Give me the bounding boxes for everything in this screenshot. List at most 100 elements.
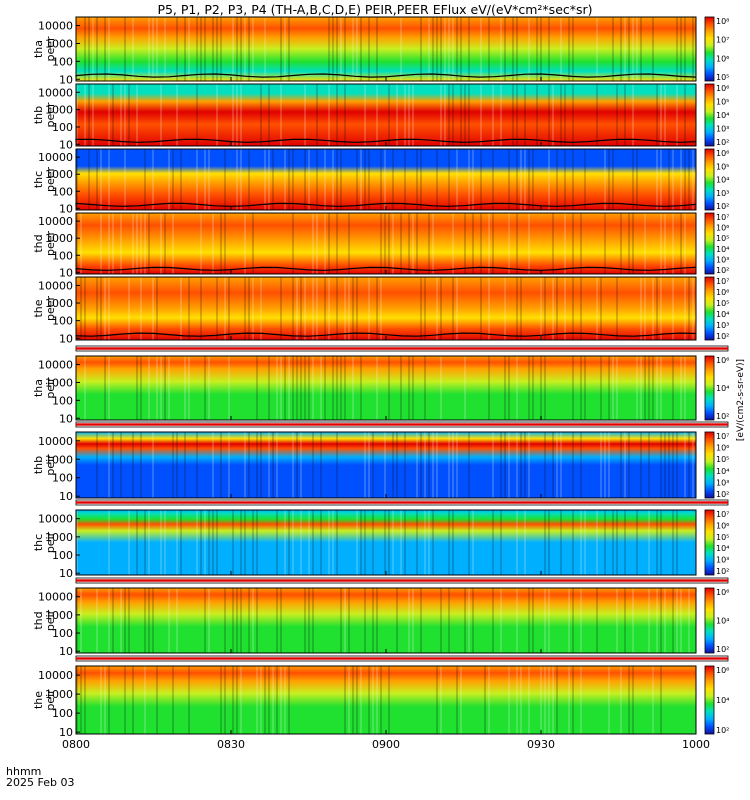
colorbar-tick-label: 10⁶	[716, 444, 729, 453]
colorbar-tick-label: 10²	[716, 726, 729, 735]
y-tick-label: 1000	[45, 297, 73, 310]
colorbar-thc-peir	[704, 509, 715, 576]
x-tick-label: 0930	[527, 738, 555, 751]
panel-thc-peir: 10 100 1000 10000 thc peir 10² 10³ 10⁴ 10⁵ 10⁶ 10⁷	[32, 509, 729, 580]
colorbar-tick-label: 10²	[716, 202, 729, 211]
panel-probe-label: the	[32, 691, 45, 709]
panel-probe-label: the	[32, 299, 45, 317]
spectrogram-tha-peer	[76, 17, 696, 81]
x-tick-label: 0900	[372, 738, 400, 751]
colorbar-tick-label: 10⁵	[716, 234, 729, 243]
y-tick-label: 10000	[38, 513, 73, 526]
x-tick-label: 0800	[62, 738, 90, 751]
colorbar-tick-label: 10⁶	[716, 356, 729, 365]
colorbar-tick-label: 10⁸	[716, 17, 729, 26]
y-tick-label: 10	[59, 567, 73, 580]
colorbar-thb-peer	[704, 83, 715, 147]
panel-divider	[75, 421, 729, 428]
colorbar-tick-label: 10⁵	[716, 299, 729, 308]
y-tick-label: 10	[59, 202, 73, 215]
panel-species-label: peir	[44, 609, 57, 631]
panel-thc-peer: 10 100 1000 10000 thc peer 10² 10³ 10⁴ 10⁵ 10⁶	[32, 148, 729, 215]
y-tick-label: 10	[59, 266, 73, 279]
panel-probe-label: tha	[32, 379, 45, 397]
colorbar-thd-peir	[704, 587, 715, 654]
y-tick-label: 1000	[45, 453, 73, 466]
y-tick-label: 1000	[45, 168, 73, 181]
panel-the-peer: 10 100 1000 10000 the peer 10² 10³ 10⁴ 10⁵ 10⁶ 10⁷	[32, 276, 729, 345]
panel-species-label: peir	[44, 377, 57, 399]
colorbar-tick-label: 10⁵	[716, 455, 729, 464]
panel-species-label: peir	[44, 531, 57, 553]
colorbar-tick-label: 10⁶	[716, 288, 729, 297]
y-tick-label: 1000	[45, 232, 73, 245]
y-tick-label: 10	[59, 138, 73, 151]
panel-thb-peer: 10 100 1000 10000 thb peer 10² 10³ 10⁴ 10⁵ 10⁶	[32, 83, 729, 151]
y-tick-label: 100	[52, 707, 73, 720]
colorbar-tick-label: 10⁷	[716, 510, 729, 519]
colorbar-tick-label: 10⁴	[716, 310, 729, 319]
spectrogram-thb-peer	[76, 84, 696, 146]
colorbar-tick-label: 10⁶	[716, 224, 729, 233]
y-tick-label: 1000	[45, 609, 73, 622]
colorbar-the-peer	[704, 276, 715, 341]
y-tick-label: 100	[52, 315, 73, 328]
panel-species-label: peer	[44, 36, 57, 62]
y-tick-label: 10000	[38, 435, 73, 448]
spectrogram-thc-peir	[76, 510, 696, 575]
colorbar-tick-label: 10⁴	[716, 467, 729, 476]
y-tick-label: 1000	[45, 531, 73, 544]
x-axis-label-date: 2025 Feb 03	[6, 776, 75, 789]
spectrogram-the-peer	[76, 277, 696, 340]
panel-divider	[75, 577, 729, 584]
spectrogram-thb-peir	[76, 432, 696, 498]
y-tick-label: 10	[59, 490, 73, 503]
colorbar-the-peir	[704, 665, 715, 735]
spectrogram-thc-peer	[76, 149, 696, 210]
spectrogram-texture	[76, 213, 686, 274]
spectrogram-texture	[84, 17, 694, 81]
spacecraft-potential-line	[75, 73, 697, 78]
panel-probe-label: thd	[32, 611, 45, 629]
panel-species-label: peir	[44, 689, 57, 711]
y-tick-label: 10000	[38, 591, 73, 604]
colorbar-tick-label: 10⁴	[716, 245, 729, 254]
y-tick-label: 100	[52, 55, 73, 68]
spacecraft-potential-line	[75, 138, 697, 143]
spectrogram-texture	[76, 149, 694, 210]
colorbar-tick-label: 10⁵	[716, 73, 729, 82]
colorbar-tick-label: 10⁴	[716, 111, 729, 120]
y-tick-label: 1000	[45, 376, 73, 389]
colorbar-tick-label: 10⁴	[716, 176, 729, 185]
colorbar-tick-label: 10⁵	[716, 162, 729, 171]
colorbar-tha-peir	[704, 355, 715, 421]
panel-thb-peir: 10 100 1000 10000 thb peir 10² 10³ 10⁴ 10⁵ 10⁶ 10⁷	[32, 431, 729, 503]
spectrogram-texture	[96, 432, 694, 498]
spectrogram-thd-peer	[76, 213, 696, 274]
colorbar-tick-label: 10²	[716, 412, 729, 421]
colorbar-tick-label: 10³	[716, 125, 729, 134]
colorbar-tick-label: 10²	[716, 266, 729, 275]
colorbar-tick-label: 10³	[716, 321, 729, 330]
y-tick-label: 10000	[38, 669, 73, 682]
colorbar-tick-label: 10⁴	[716, 617, 729, 626]
panel-probe-label: thc	[32, 171, 45, 188]
colorbar-tick-label: 10³	[716, 189, 729, 198]
panel-probe-label: thb	[32, 456, 45, 474]
panel-tha-peer: 10 100 1000 10000 tha peer 10⁵ 10⁶ 10⁷ 10⁸	[32, 16, 729, 86]
colorbar-units-label: [eV/(cm2-s-sr-eV)]	[736, 358, 746, 442]
x-tick-label: 0830	[217, 738, 245, 751]
panel-probe-label: thd	[32, 234, 45, 252]
y-tick-label: 10	[59, 645, 73, 658]
colorbar-tick-label: 10⁴	[716, 544, 729, 553]
x-axis-label: hhmm 2025 Feb 03	[6, 766, 74, 788]
colorbar-tick-label: 10⁷	[716, 36, 729, 45]
y-tick-label: 10	[59, 412, 73, 425]
y-tick-label: 100	[52, 185, 73, 198]
colorbar-tick-label: 10²	[716, 332, 729, 341]
colorbar-thc-peer	[704, 148, 715, 211]
y-tick-label: 100	[52, 121, 73, 134]
colorbar-tick-label: 10⁶	[716, 84, 729, 93]
colorbar-tick-label: 10³	[716, 255, 729, 264]
panel-thd-peir: 10 100 1000 10000 thd peir 10² 10⁴ 10⁶	[32, 587, 729, 658]
